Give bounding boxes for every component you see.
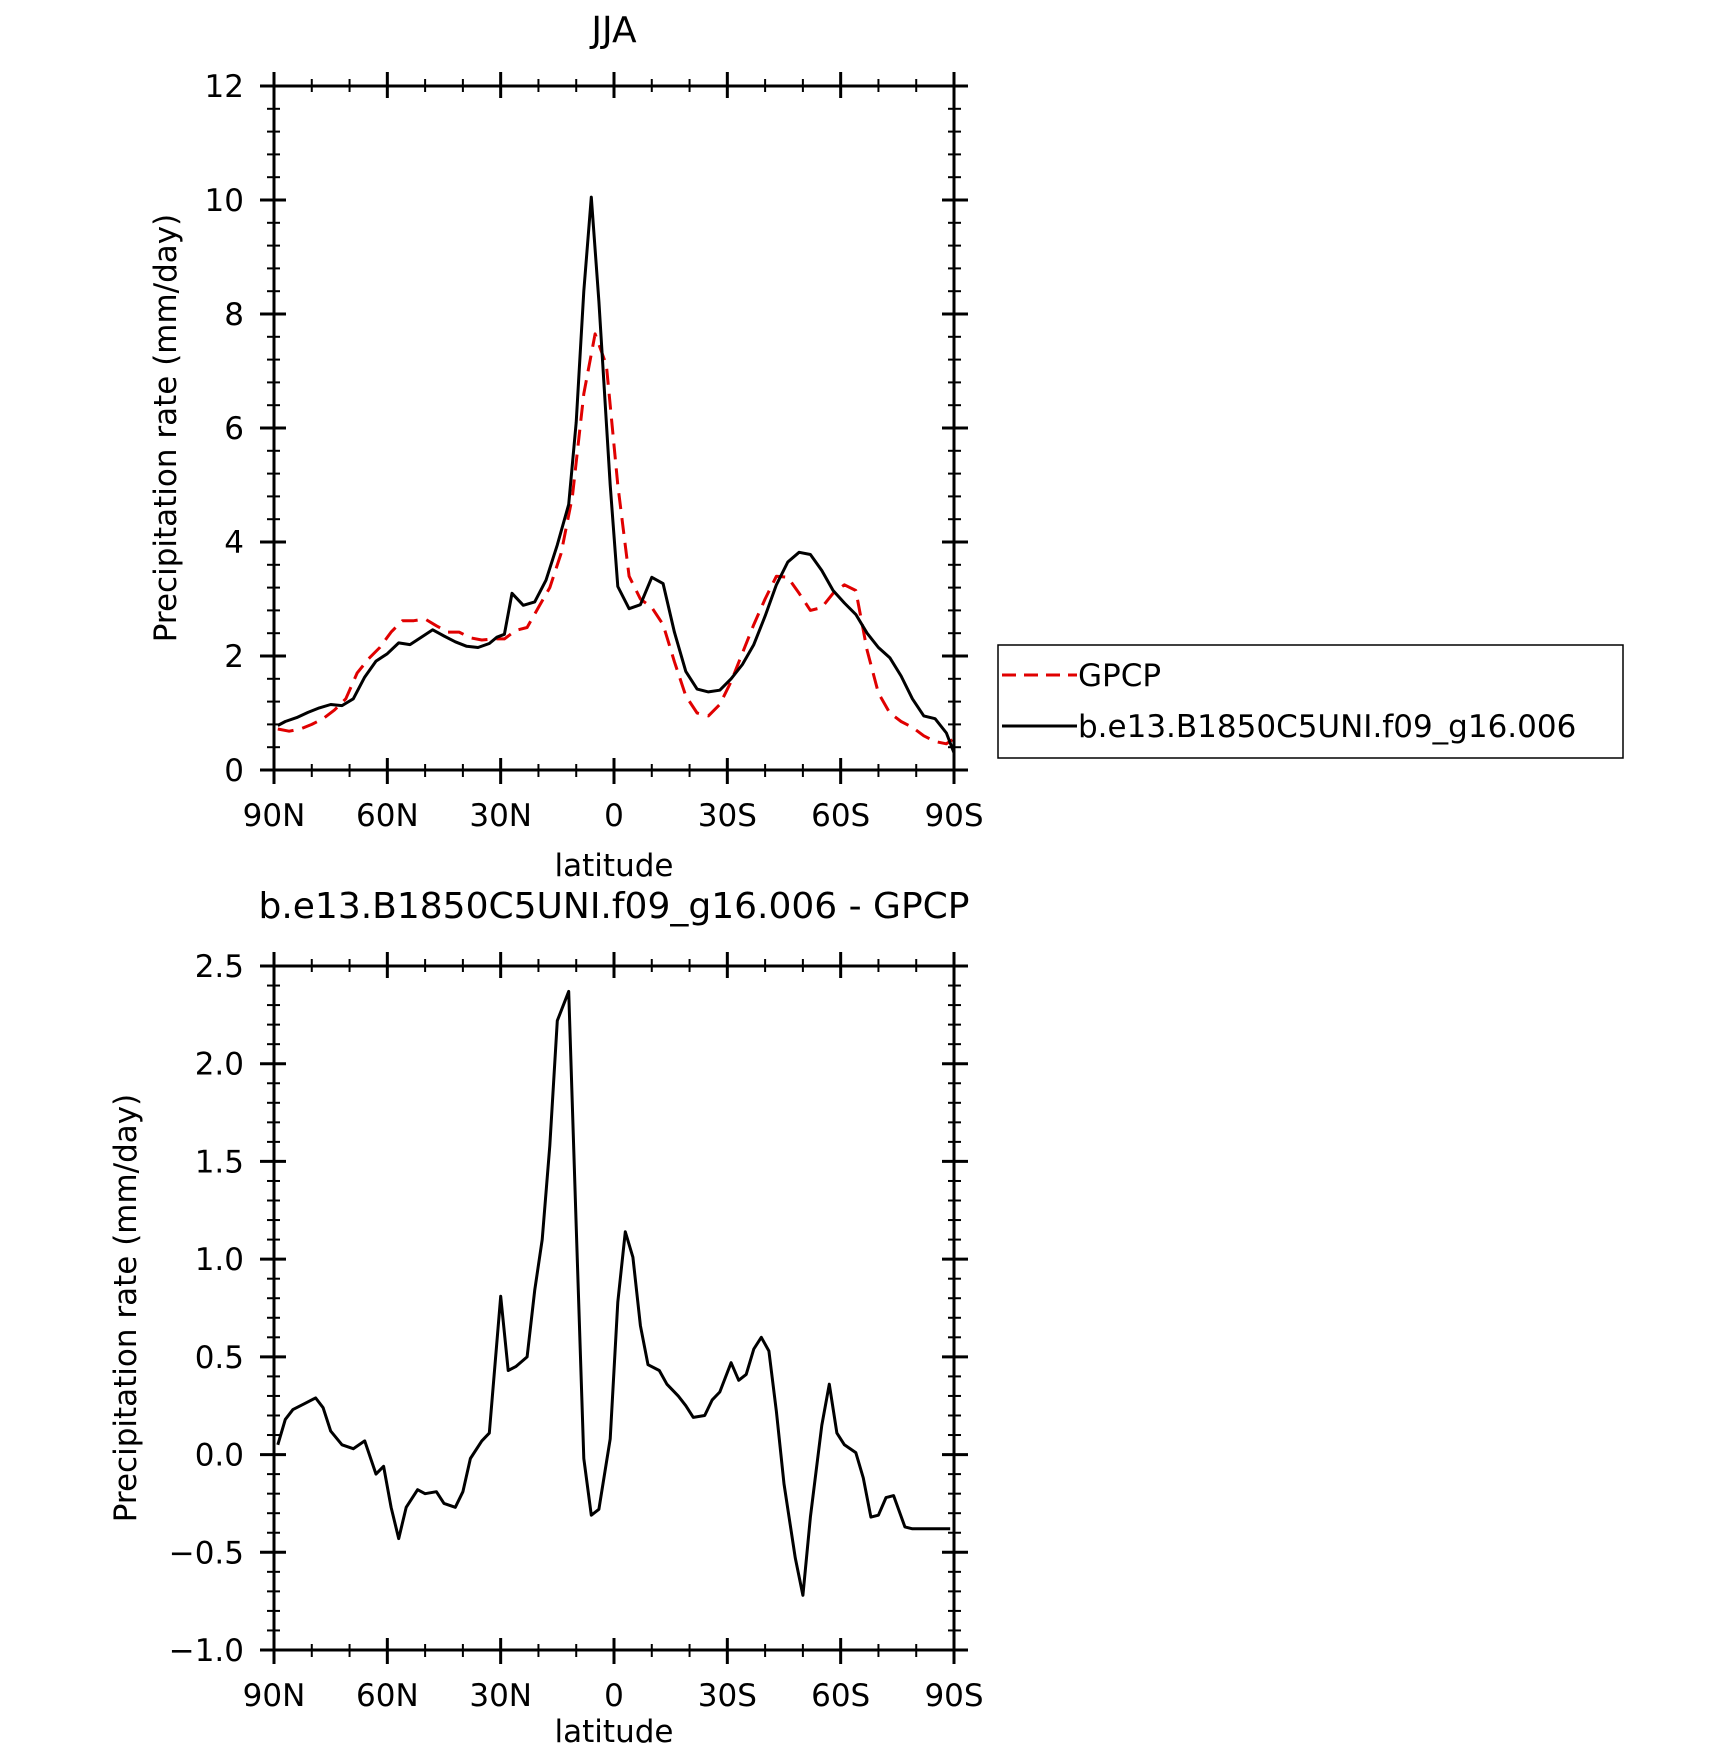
- top-series-layer: [277, 195, 956, 754]
- bottom-y-axis-label: Precipitation rate (mm/day): [108, 1094, 144, 1523]
- top-y-tick-label: 6: [224, 411, 244, 447]
- top-x-axis-label: latitude: [555, 848, 674, 884]
- bottom-x-tick-label: 90S: [924, 1678, 983, 1714]
- top-y-tick-label: 0: [224, 753, 244, 789]
- bottom-series-line-0: [276, 989, 951, 1597]
- top-y-tick-label: 2: [224, 639, 244, 675]
- top-x-tick-label: 30S: [698, 798, 757, 834]
- top-x-tick-label: 90S: [924, 798, 983, 834]
- legend: GPCP b.e13.B1850C5UNI.f09_g16.006: [997, 644, 1624, 759]
- bottom-y-tick-label: 2.5: [195, 949, 244, 985]
- bottom-x-tick-label: 0: [604, 1678, 624, 1714]
- top-y-axis-label: Precipitation rate (mm/day): [148, 214, 184, 643]
- top-series-line-0: [277, 332, 955, 746]
- bottom-y-tick-label: 0.0: [195, 1438, 244, 1474]
- bottom-axis-ticks: [260, 952, 968, 1664]
- top-x-tick-label: 60N: [356, 798, 419, 834]
- bottom-x-tick-label: 30N: [469, 1678, 532, 1714]
- top-chart-title: JJA: [589, 10, 637, 51]
- top-y-tick-label: 10: [205, 183, 244, 219]
- bottom-x-tick-label: 90N: [243, 1678, 306, 1714]
- bottom-chart-title: b.e13.B1850C5UNI.f09_g16.006 - GPCP: [258, 886, 969, 927]
- bottom-x-axis-label: latitude: [555, 1714, 674, 1745]
- top-plot-frame: [272, 84, 956, 772]
- legend-box: [997, 644, 1624, 759]
- bottom-x-tick-label: 60N: [356, 1678, 419, 1714]
- bottom-y-tick-label: 1.5: [195, 1144, 244, 1180]
- bottom-y-tick-label: 2.0: [195, 1047, 244, 1083]
- bottom-y-tick-label: −0.5: [169, 1535, 244, 1571]
- bottom-tick-labels: 90N 60N 30N 0 30S 60S 90S −1.0 −0.5 0.0 0.5 1.0 1.5 2…: [169, 949, 984, 1714]
- top-series-line-1: [277, 195, 956, 754]
- bottom-x-tick-label: 60S: [811, 1678, 870, 1714]
- top-y-tick-label: 4: [224, 525, 244, 561]
- bottom-plot-frame: [272, 964, 956, 1652]
- bottom-y-tick-label: 0.5: [195, 1340, 244, 1376]
- bottom-y-tick-label: 1.0: [195, 1242, 244, 1278]
- top-x-tick-label: 0: [604, 798, 624, 834]
- top-x-tick-label: 30N: [469, 798, 532, 834]
- top-y-tick-label: 12: [205, 69, 244, 105]
- top-x-tick-label: 60S: [811, 798, 870, 834]
- bottom-x-tick-label: 30S: [698, 1678, 757, 1714]
- bottom-series-layer: [276, 989, 951, 1597]
- top-tick-labels: 90N 60N 30N 0 30S 60S 90S 0 2 4 6 8 10 12: [205, 69, 984, 834]
- top-x-tick-label: 90N: [243, 798, 306, 834]
- bottom-y-tick-label: −1.0: [169, 1633, 244, 1669]
- top-panel: JJA 90N 60N 30N 0 30S 60S 90S 0 2 4 6 8 10 12 latitud…: [148, 10, 984, 884]
- legend-label-model: b.e13.B1850C5UNI.f09_g16.006: [1078, 709, 1576, 745]
- top-y-tick-label: 8: [224, 297, 244, 333]
- legend-label-gpcp: GPCP: [1078, 658, 1161, 694]
- bottom-panel: b.e13.B1850C5UNI.f09_g16.006 - GPCP 90N 6…: [108, 886, 984, 1745]
